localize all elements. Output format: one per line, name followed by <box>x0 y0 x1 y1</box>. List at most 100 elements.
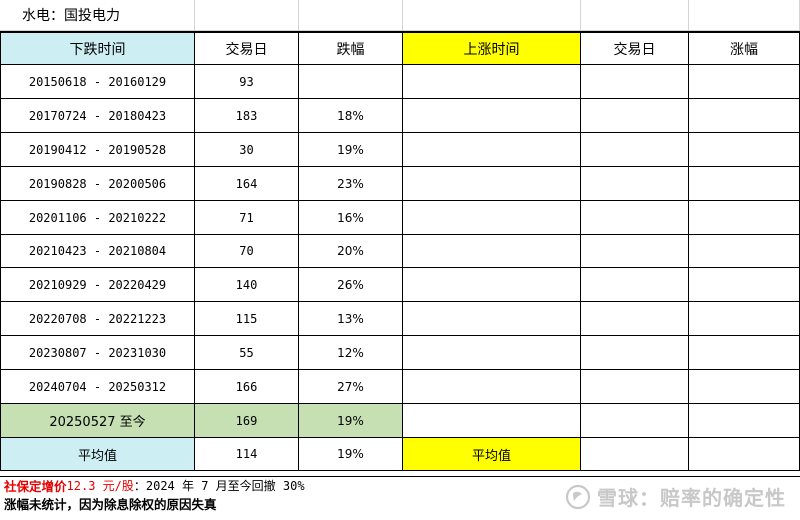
rise-days-cell[interactable] <box>581 336 689 370</box>
fall-days-cell[interactable]: 93 <box>195 65 299 99</box>
table-row: 20190412 - 20190528 30 19% <box>0 133 800 167</box>
rise-period-cell[interactable] <box>403 336 581 370</box>
rise-days-cell[interactable] <box>581 201 689 235</box>
current-pct-cell[interactable]: 19% <box>299 404 403 438</box>
note-rise-not-counted[interactable]: 涨幅未统计，因为除息除权的原因失真 <box>0 494 800 512</box>
rise-days-cell[interactable] <box>581 370 689 404</box>
fall-period-cell[interactable]: 20210929 - 20220429 <box>0 268 195 302</box>
rise-average-pct-cell[interactable] <box>689 438 800 471</box>
table-row: 20210423 - 20210804 70 20% <box>0 235 800 268</box>
rise-period-cell[interactable] <box>403 268 581 302</box>
fall-period-cell[interactable]: 20201106 - 20210222 <box>0 201 195 235</box>
note-label-red: 社保定增价 <box>4 479 67 494</box>
fall-pct-cell[interactable]: 13% <box>299 302 403 336</box>
fall-period-cell[interactable]: 20150618 - 20160129 <box>0 65 195 99</box>
rise-days-cell[interactable] <box>581 404 689 438</box>
rise-days-cell[interactable] <box>581 268 689 302</box>
fall-period-cell[interactable]: 20190412 - 20190528 <box>0 133 195 167</box>
empty-cell[interactable] <box>299 0 403 31</box>
rise-pct-cell[interactable] <box>689 65 800 99</box>
fall-days-cell[interactable]: 183 <box>195 99 299 133</box>
rise-pct-cell[interactable] <box>689 370 800 404</box>
header-rise-days[interactable]: 交易日 <box>581 31 689 65</box>
rise-pct-cell[interactable] <box>689 404 800 438</box>
title-row: 水电：国投电力 <box>0 0 800 31</box>
rise-pct-cell[interactable] <box>689 235 800 268</box>
rise-pct-cell[interactable] <box>689 302 800 336</box>
fall-days-cell[interactable]: 70 <box>195 235 299 268</box>
average-label-cell[interactable]: 平均值 <box>0 438 195 471</box>
fall-days-cell[interactable]: 55 <box>195 336 299 370</box>
rise-days-cell[interactable] <box>581 167 689 201</box>
rise-period-cell[interactable] <box>403 370 581 404</box>
rise-pct-cell[interactable] <box>689 167 800 201</box>
fall-period-cell[interactable]: 20170724 - 20180423 <box>0 99 195 133</box>
header-rise-period[interactable]: 上涨时间 <box>403 31 581 65</box>
fall-days-cell[interactable]: 140 <box>195 268 299 302</box>
fall-days-cell[interactable]: 71 <box>195 201 299 235</box>
fall-pct-cell[interactable]: 26% <box>299 268 403 302</box>
header-fall-period[interactable]: 下跌时间 <box>0 31 195 65</box>
rise-average-days-cell[interactable] <box>581 438 689 471</box>
rise-days-cell[interactable] <box>581 235 689 268</box>
header-fall-days[interactable]: 交易日 <box>195 31 299 65</box>
watermark: 雪球：赔率的确定性 <box>565 482 786 511</box>
rise-period-cell[interactable] <box>403 99 581 133</box>
average-pct-cell[interactable]: 19% <box>299 438 403 471</box>
fall-pct-cell[interactable]: 27% <box>299 370 403 404</box>
fall-period-cell[interactable]: 20220708 - 20221223 <box>0 302 195 336</box>
fall-period-cell[interactable]: 20230807 - 20231030 <box>0 336 195 370</box>
fall-pct-cell[interactable]: 20% <box>299 235 403 268</box>
fall-pct-cell[interactable]: 18% <box>299 99 403 133</box>
empty-cell[interactable] <box>403 0 581 31</box>
fall-days-cell[interactable]: 166 <box>195 370 299 404</box>
rise-days-cell[interactable] <box>581 99 689 133</box>
average-days-cell[interactable]: 114 <box>195 438 299 471</box>
table-row: 20220708 - 20221223 115 13% <box>0 302 800 336</box>
rise-period-cell[interactable] <box>403 302 581 336</box>
fall-period-cell[interactable]: 20190828 - 20200506 <box>0 167 195 201</box>
rise-pct-cell[interactable] <box>689 268 800 302</box>
current-days-cell[interactable]: 169 <box>195 404 299 438</box>
note-price-red: 12.3 元/股 <box>66 479 134 493</box>
fall-days-cell[interactable]: 164 <box>195 167 299 201</box>
rise-period-cell[interactable] <box>403 133 581 167</box>
rise-pct-cell[interactable] <box>689 99 800 133</box>
fall-pct-cell[interactable]: 12% <box>299 336 403 370</box>
rise-pct-cell[interactable] <box>689 336 800 370</box>
rise-days-cell[interactable] <box>581 302 689 336</box>
fall-days-cell[interactable]: 30 <box>195 133 299 167</box>
fall-days-cell[interactable]: 115 <box>195 302 299 336</box>
header-row: 下跌时间 交易日 跌幅 上涨时间 交易日 涨幅 <box>0 31 800 65</box>
rise-period-cell[interactable] <box>403 201 581 235</box>
fall-pct-cell[interactable]: 16% <box>299 201 403 235</box>
rise-days-cell[interactable] <box>581 133 689 167</box>
note-drawdown-text: ：2024 年 7 月至今回撤 30% <box>133 479 305 493</box>
current-period-cell[interactable]: 20250527 至今 <box>0 404 195 438</box>
note-drawdown[interactable]: 社保定增价 12.3 元/股 ：2024 年 7 月至今回撤 30% <box>0 476 800 494</box>
empty-cell[interactable] <box>195 0 299 31</box>
rise-average-label-cell[interactable]: 平均值 <box>403 438 581 471</box>
empty-cell[interactable] <box>581 0 689 31</box>
rise-period-cell[interactable] <box>403 65 581 99</box>
rise-period-cell[interactable] <box>403 235 581 268</box>
rise-period-cell[interactable] <box>403 404 581 438</box>
fall-pct-cell[interactable] <box>299 65 403 99</box>
note2-text: 涨幅未统计，因为除息除权的原因失真 <box>4 496 217 512</box>
rise-pct-cell[interactable] <box>689 133 800 167</box>
header-rise-pct[interactable]: 涨幅 <box>689 31 800 65</box>
sheet-title[interactable]: 水电：国投电力 <box>0 0 195 31</box>
rise-days-cell[interactable] <box>581 65 689 99</box>
rise-pct-cell[interactable] <box>689 201 800 235</box>
fall-pct-cell[interactable]: 23% <box>299 167 403 201</box>
header-fall-pct[interactable]: 跌幅 <box>299 31 403 65</box>
table-row: 20230807 - 20231030 55 12% <box>0 336 800 370</box>
fall-period-cell[interactable]: 20210423 - 20210804 <box>0 235 195 268</box>
fall-period-cell[interactable]: 20240704 - 20250312 <box>0 370 195 404</box>
empty-cell[interactable] <box>689 0 800 31</box>
rise-period-cell[interactable] <box>403 167 581 201</box>
fall-pct-cell[interactable]: 19% <box>299 133 403 167</box>
table-row: 20150618 - 20160129 93 <box>0 65 800 99</box>
table-row: 20170724 - 20180423 183 18% <box>0 99 800 133</box>
